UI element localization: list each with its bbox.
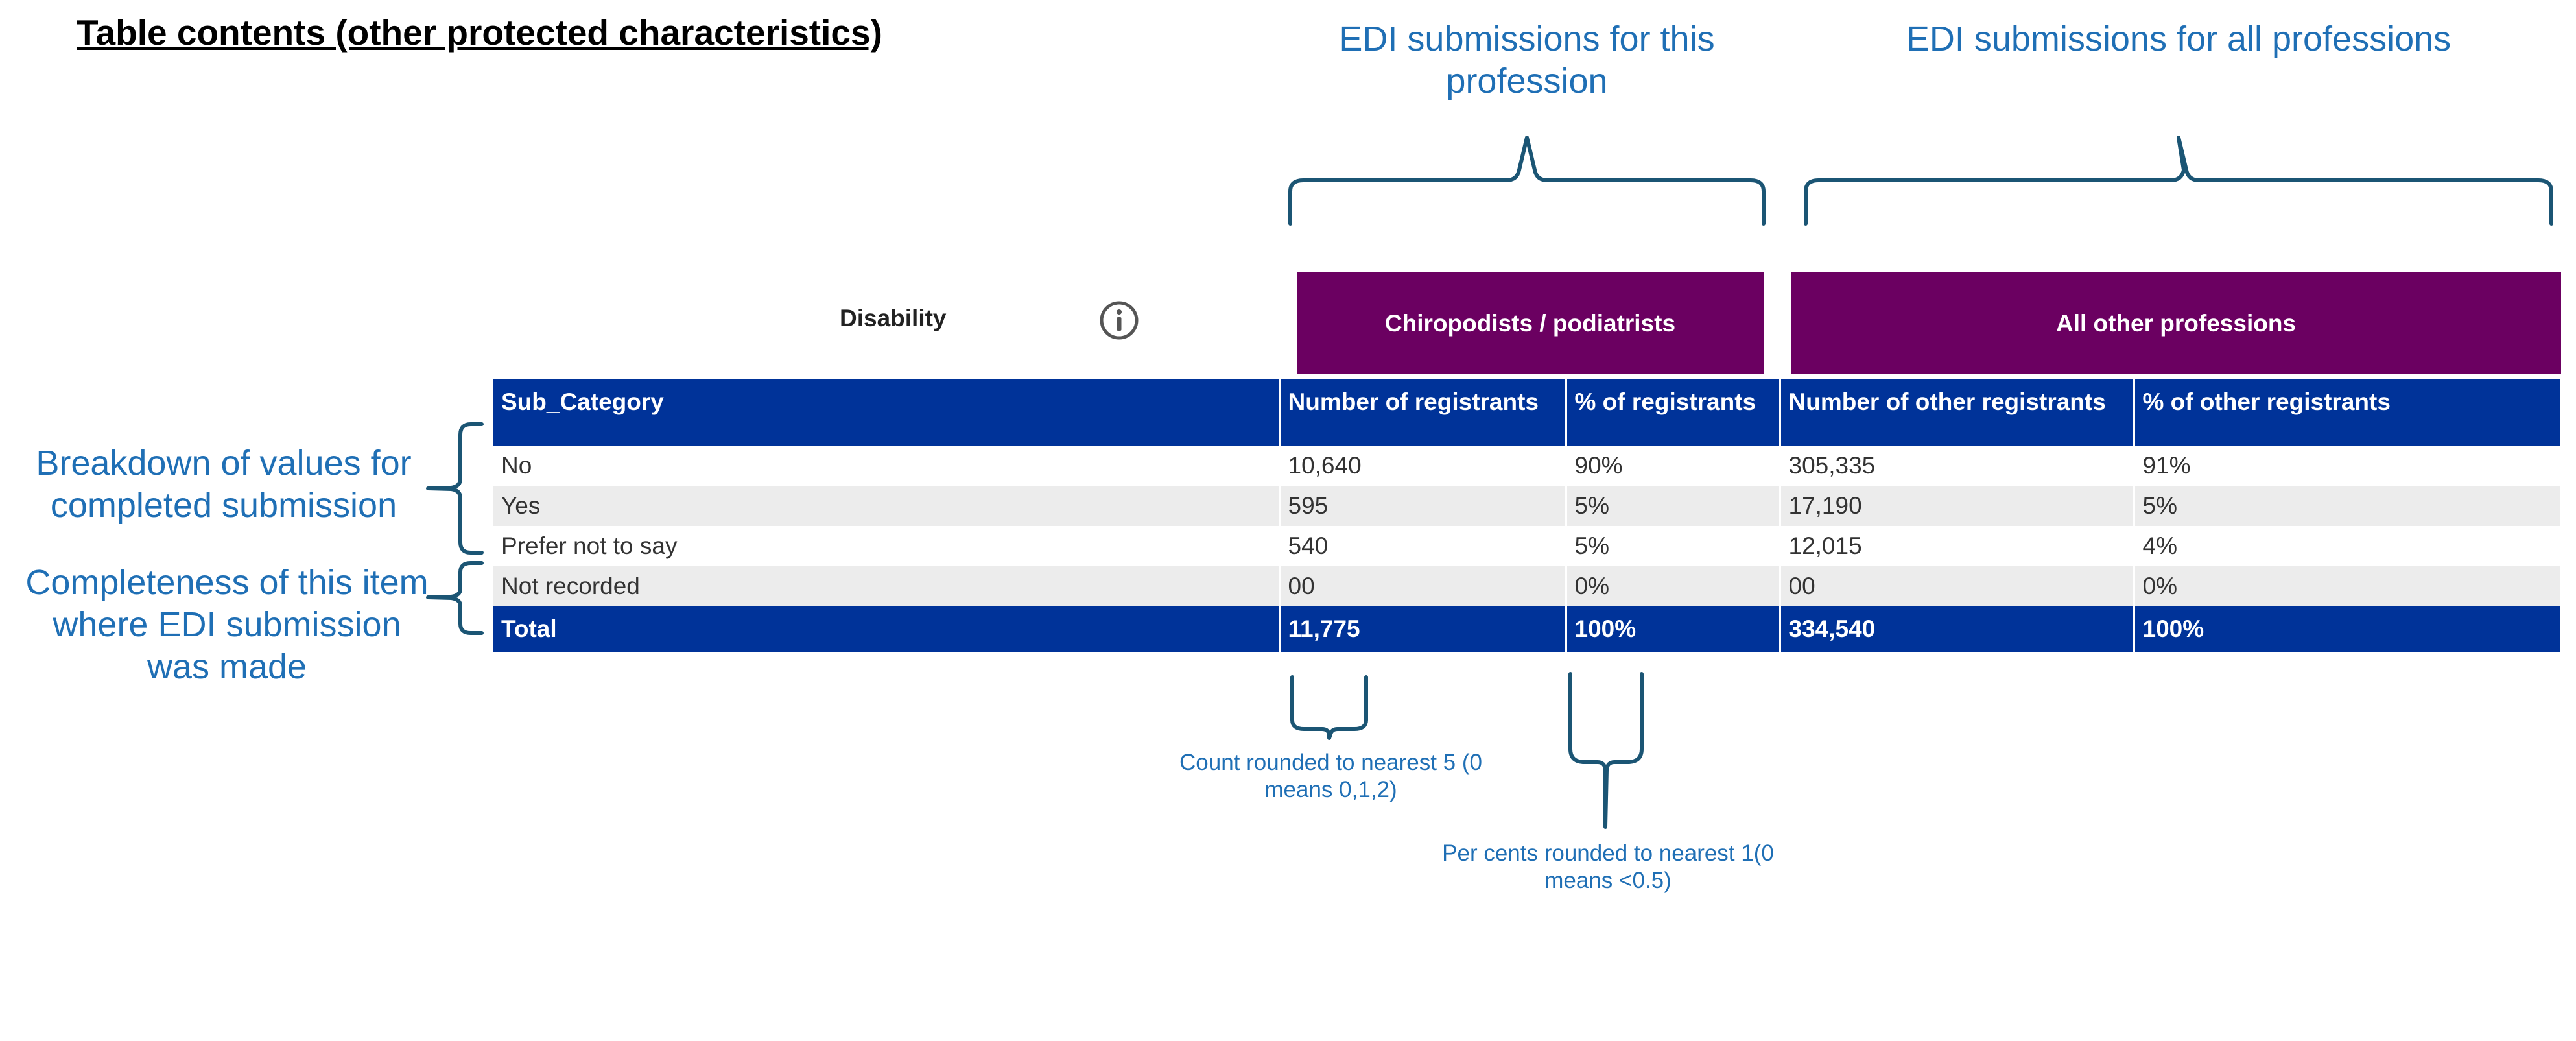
percent-rounding-note: Per cents rounded to nearest 1(0 means <…: [1442, 841, 1774, 893]
brace-all-professions: [1804, 136, 2553, 226]
page-heading: Table contents (other protected characte…: [77, 12, 882, 53]
breakdown-note: Breakdown of values for completed submis…: [36, 444, 412, 525]
column-header[interactable]: Sub_Category: [493, 379, 1281, 446]
table-cell: 4%: [2134, 526, 2562, 566]
table-row: Prefer not to say 540 5% 12,015 4%: [493, 526, 2562, 566]
brace-this-profession: [1288, 136, 1766, 226]
group-label-all-professions: EDI submissions for all professions: [1906, 19, 2452, 58]
profession-header: Chiropodists / podiatrists: [1297, 272, 1764, 374]
completeness-note: Completeness of this item where EDI subm…: [25, 563, 429, 686]
table-row: Not recorded 00 0% 00 0%: [493, 566, 2562, 606]
table-cell: 5%: [1566, 526, 1781, 566]
table-cell: No: [493, 446, 1281, 486]
table-header-row: Sub_Category Number of registrants % of …: [493, 379, 2562, 446]
total-cell: Total: [493, 606, 1281, 652]
table-cell: 5%: [2134, 486, 2562, 526]
column-header[interactable]: % of other registrants: [2134, 379, 2562, 446]
other-professions-header: All other professions: [1791, 272, 2561, 374]
table-row: Yes 595 5% 17,190 5%: [493, 486, 2562, 526]
count-rounding-note: Count rounded to nearest 5 (0 means 0,1,…: [1179, 750, 1482, 802]
total-cell: 334,540: [1780, 606, 2135, 652]
group-label-this-profession: EDI submissions for this profession: [1339, 19, 1715, 101]
table-cell: 00: [1279, 566, 1567, 606]
table-cell: 305,335: [1780, 446, 2135, 486]
disability-table: Sub_Category Number of registrants % of …: [493, 379, 2562, 652]
total-cell: 100%: [1566, 606, 1781, 652]
info-icon[interactable]: [1098, 300, 1140, 341]
column-header[interactable]: % of registrants: [1566, 379, 1781, 446]
table-row: No 10,640 90% 305,335 91%: [493, 446, 2562, 486]
table-cell: 0%: [2134, 566, 2562, 606]
total-cell: 11,775: [1279, 606, 1567, 652]
table-cell: 5%: [1566, 486, 1781, 526]
table-cell: 91%: [2134, 446, 2562, 486]
table-cell: 10,640: [1279, 446, 1567, 486]
table-cell: 595: [1279, 486, 1567, 526]
table-cell: Yes: [493, 486, 1281, 526]
table-cell: Prefer not to say: [493, 526, 1281, 566]
brace-completeness: [426, 561, 484, 635]
column-header[interactable]: Number of other registrants: [1780, 379, 2135, 446]
total-cell: 100%: [2134, 606, 2562, 652]
table-cell: 540: [1279, 526, 1567, 566]
table-cell: 0%: [1566, 566, 1781, 606]
brace-breakdown: [426, 422, 484, 555]
brace-percent: [1568, 672, 1644, 829]
table-cell: 12,015: [1780, 526, 2135, 566]
total-row: Total 11,775 100% 334,540 100%: [493, 606, 2562, 652]
table-title: Disability: [840, 305, 947, 331]
table-cell: 17,190: [1780, 486, 2135, 526]
column-header[interactable]: Number of registrants: [1279, 379, 1567, 446]
brace-count: [1290, 675, 1368, 740]
table-cell: Not recorded: [493, 566, 1281, 606]
table-cell: 90%: [1566, 446, 1781, 486]
table-cell: 00: [1780, 566, 2135, 606]
